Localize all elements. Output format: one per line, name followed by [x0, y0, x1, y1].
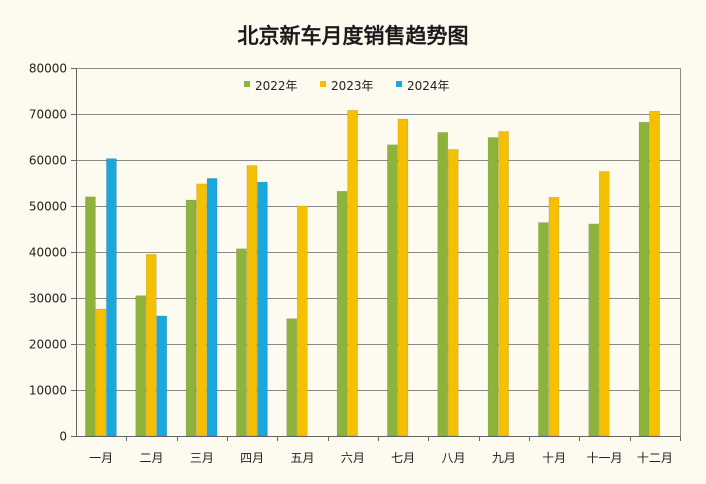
- bar-2023年-七月: [397, 118, 409, 437]
- bar-2023年-十二月: [649, 110, 660, 437]
- bar-2024年-四月: [257, 181, 268, 437]
- x-tick-label: 二月: [139, 451, 163, 465]
- y-tick-label: 60000: [29, 154, 67, 168]
- chart-title: 北京新车月度销售趋势图: [238, 24, 469, 48]
- bar-2023年-四月: [246, 165, 258, 437]
- bars: [85, 110, 660, 437]
- bar-2023年-二月: [146, 254, 157, 437]
- bar-2022年-五月: [286, 318, 297, 437]
- bar-2023年-六月: [347, 110, 358, 437]
- legend-label-2024年: 2024年: [407, 79, 450, 93]
- bar-2023年-十月: [548, 197, 560, 437]
- legend-swatch-2022年: [244, 81, 250, 87]
- x-tick-label: 十月: [542, 451, 566, 465]
- y-tick-label: 20000: [29, 338, 67, 352]
- y-tick-label: 10000: [29, 384, 67, 398]
- bar-2024年-一月: [106, 158, 117, 437]
- x-tick-label: 四月: [240, 451, 264, 465]
- x-tick-label: 九月: [492, 451, 516, 465]
- bar-2023年-五月: [297, 205, 308, 437]
- axes: [71, 68, 681, 441]
- legend-swatch-2024年: [396, 81, 402, 87]
- x-tick-label: 六月: [341, 451, 365, 465]
- bar-2024年-二月: [156, 315, 167, 437]
- x-tick-label: 八月: [441, 451, 465, 465]
- y-tick-label: 30000: [29, 292, 67, 306]
- x-tick-label: 五月: [290, 451, 314, 465]
- y-tick-label: 0: [59, 430, 67, 444]
- bar-2023年-十一月: [599, 171, 610, 437]
- x-tick-label: 十一月: [586, 451, 622, 465]
- bar-2023年-三月: [196, 183, 207, 437]
- bar-2022年-十二月: [638, 122, 650, 437]
- x-tick-label: 一月: [89, 451, 113, 465]
- grid-lines: [76, 68, 681, 436]
- bar-2023年-八月: [448, 149, 459, 437]
- legend-label-2022年: 2022年: [255, 79, 298, 93]
- bar-2022年-六月: [336, 191, 348, 437]
- bar-2022年-八月: [437, 132, 448, 437]
- y-tick-label: 80000: [29, 62, 67, 76]
- bar-2023年-九月: [498, 131, 509, 437]
- legend-swatch-2023年: [320, 81, 326, 87]
- bar-2022年-四月: [236, 248, 247, 437]
- bar-2022年-三月: [185, 199, 197, 437]
- legend-label-2023年: 2023年: [331, 79, 374, 93]
- bar-2022年-二月: [135, 295, 146, 437]
- bar-2022年-一月: [85, 196, 96, 437]
- x-tick-label: 十二月: [637, 451, 673, 465]
- bar-2022年-九月: [487, 137, 499, 437]
- bar-2024年-三月: [206, 178, 218, 437]
- x-tick-label: 三月: [190, 451, 214, 465]
- bar-2023年-一月: [95, 308, 107, 437]
- y-tick-label: 50000: [29, 200, 67, 214]
- legend: 2022年 2023年 2024年: [244, 79, 450, 93]
- bar-2022年-十一月: [588, 223, 599, 437]
- y-tick-label: 40000: [29, 246, 67, 260]
- tick-labels: 0 10000 20000 30000 40000 50000 60000 70000 8000…: [29, 62, 673, 466]
- bar-2022年-十月: [538, 222, 549, 437]
- bar-2022年-七月: [387, 144, 398, 437]
- y-tick-label: 70000: [29, 108, 67, 122]
- x-tick-label: 七月: [391, 451, 415, 465]
